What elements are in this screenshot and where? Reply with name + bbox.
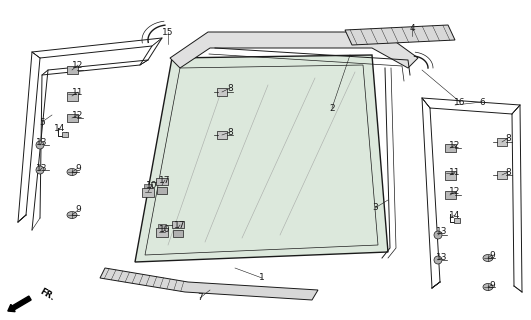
Text: 8: 8 xyxy=(227,84,233,92)
Text: 15: 15 xyxy=(162,28,174,36)
FancyBboxPatch shape xyxy=(157,187,167,194)
Text: 13: 13 xyxy=(436,253,448,262)
Circle shape xyxy=(434,231,442,239)
Bar xyxy=(454,218,460,223)
Text: 6: 6 xyxy=(479,98,485,107)
FancyBboxPatch shape xyxy=(173,230,183,237)
FancyBboxPatch shape xyxy=(444,144,456,152)
FancyArrow shape xyxy=(8,296,31,312)
FancyBboxPatch shape xyxy=(497,171,507,179)
FancyBboxPatch shape xyxy=(172,221,184,228)
FancyBboxPatch shape xyxy=(66,114,78,122)
Text: 13: 13 xyxy=(436,228,448,236)
Text: 14: 14 xyxy=(449,211,461,220)
Text: 17: 17 xyxy=(174,220,186,229)
Text: 10: 10 xyxy=(159,226,171,235)
Text: 12: 12 xyxy=(72,60,84,69)
Text: 8: 8 xyxy=(227,127,233,137)
Text: 8: 8 xyxy=(505,167,511,177)
Ellipse shape xyxy=(483,254,493,261)
Polygon shape xyxy=(100,268,318,300)
Ellipse shape xyxy=(67,169,77,175)
FancyBboxPatch shape xyxy=(156,228,168,236)
Polygon shape xyxy=(345,25,455,45)
Text: 11: 11 xyxy=(449,167,461,177)
FancyBboxPatch shape xyxy=(142,188,154,196)
Text: 11: 11 xyxy=(72,87,84,97)
Circle shape xyxy=(36,141,44,149)
FancyBboxPatch shape xyxy=(66,92,78,100)
Text: 9: 9 xyxy=(489,251,495,260)
Circle shape xyxy=(36,166,44,174)
Text: 17: 17 xyxy=(159,175,171,185)
Text: 9: 9 xyxy=(75,164,81,172)
Text: 4: 4 xyxy=(409,23,415,33)
Text: 2: 2 xyxy=(329,103,335,113)
Text: 5: 5 xyxy=(39,117,45,126)
Text: 12: 12 xyxy=(72,110,84,119)
Text: 13: 13 xyxy=(36,138,48,147)
Text: 7: 7 xyxy=(197,293,203,302)
Bar xyxy=(62,132,68,137)
Ellipse shape xyxy=(483,284,493,291)
Text: 12: 12 xyxy=(449,188,461,196)
Polygon shape xyxy=(135,55,388,262)
FancyBboxPatch shape xyxy=(497,138,507,146)
Text: 9: 9 xyxy=(75,205,81,214)
Text: 13: 13 xyxy=(36,164,48,172)
Polygon shape xyxy=(170,32,418,68)
Text: 10: 10 xyxy=(146,180,158,189)
FancyBboxPatch shape xyxy=(444,191,456,199)
Circle shape xyxy=(434,256,442,264)
FancyBboxPatch shape xyxy=(444,171,456,180)
Text: 3: 3 xyxy=(372,204,378,212)
FancyBboxPatch shape xyxy=(217,88,227,96)
Text: 1: 1 xyxy=(259,274,265,283)
Bar xyxy=(144,184,152,188)
FancyBboxPatch shape xyxy=(66,66,78,74)
Text: 14: 14 xyxy=(54,124,66,132)
Ellipse shape xyxy=(67,212,77,219)
Text: 8: 8 xyxy=(505,133,511,142)
Text: 9: 9 xyxy=(489,281,495,290)
Text: FR.: FR. xyxy=(38,287,56,303)
FancyBboxPatch shape xyxy=(156,178,168,185)
FancyBboxPatch shape xyxy=(217,131,227,139)
Bar xyxy=(158,224,166,228)
Text: 16: 16 xyxy=(454,98,466,107)
Text: 12: 12 xyxy=(449,140,461,149)
